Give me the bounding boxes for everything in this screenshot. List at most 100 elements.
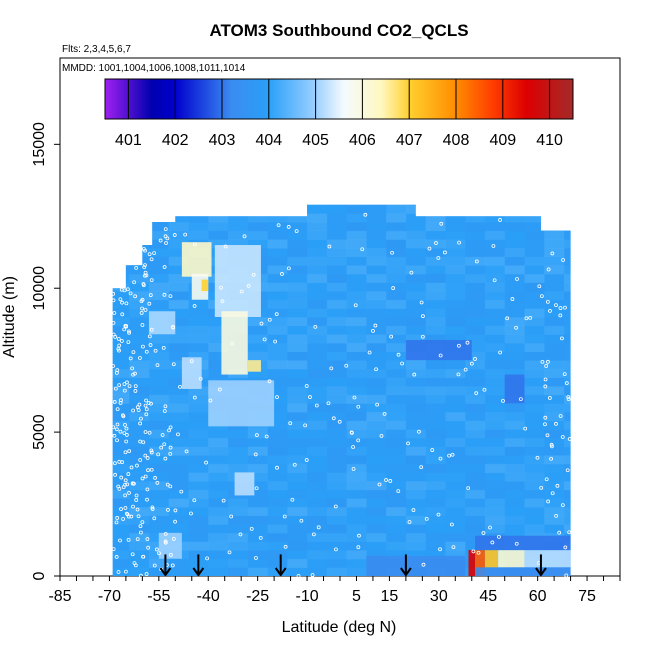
measurement-point: [566, 397, 571, 402]
heatmap-cell: [326, 437, 348, 447]
heatmap-cell: [386, 532, 407, 542]
measurement-point: [267, 317, 272, 322]
heatmap-cell: [465, 213, 486, 223]
heatmap-cell: [129, 325, 150, 335]
heatmap-cell: [168, 247, 189, 258]
heatmap-cell: [366, 317, 387, 327]
measurement-point: [382, 411, 387, 416]
heatmap-cell: [465, 299, 486, 309]
measurement-point: [134, 498, 139, 502]
heatmap-cell: [386, 222, 407, 232]
heatmap-cell: [425, 463, 446, 473]
measurement-point: [143, 430, 148, 434]
heatmap-cell: [326, 273, 348, 283]
heatmap-cell: [465, 230, 486, 240]
heatmap-cell: [366, 403, 387, 413]
heatmap-cell: [188, 472, 209, 482]
measurement-point: [153, 348, 158, 353]
heatmap-cell: [112, 368, 130, 378]
heatmap-cell: [366, 420, 387, 430]
heatmap-cell: [307, 446, 328, 456]
measurement-point: [143, 474, 148, 479]
heatmap-cell: [386, 265, 407, 275]
measurement-point: [377, 482, 382, 487]
heatmap-cell: [168, 411, 189, 422]
heatmap-cell: [544, 411, 565, 422]
heatmap-cell: [425, 498, 446, 508]
heatmap-cell: [188, 541, 209, 551]
measurement-point: [129, 465, 134, 470]
heatmap-cell: [564, 506, 571, 517]
measurement-point: [476, 550, 481, 555]
heatmap-cell: [168, 506, 189, 517]
measurement-point: [114, 520, 119, 525]
measurement-point: [117, 343, 122, 348]
heatmap-cell: [524, 334, 545, 344]
heatmap-cell: [307, 541, 328, 551]
measurement-point: [163, 456, 168, 461]
heatmap-cell: [425, 515, 446, 525]
heatmap-cell: [564, 472, 571, 482]
y-tick-label: 15000: [31, 122, 48, 167]
measurement-point: [125, 512, 130, 517]
heatmap-cell: [148, 368, 170, 378]
heatmap-cell: [247, 455, 269, 465]
heatmap-cell: [405, 550, 427, 560]
heatmap-cell: [208, 532, 229, 542]
measurement-point: [242, 234, 247, 239]
heatmap-cell: [504, 308, 525, 318]
heatmap-cell: [267, 558, 288, 568]
heatmap-cell: [208, 472, 229, 482]
heatmap-cell: [287, 498, 308, 508]
heatmap-cell: [445, 222, 466, 232]
measurement-point: [351, 467, 356, 471]
heatmap-cell: [484, 334, 506, 344]
heatmap-cell: [307, 567, 328, 577]
heatmap-cell: [287, 291, 308, 301]
heatmap-cell: [168, 481, 189, 491]
measurement-point: [150, 505, 155, 510]
measurement-point: [123, 422, 127, 427]
heatmap-cell: [445, 429, 466, 439]
heatmap-cell: [247, 222, 269, 232]
measurement-point: [436, 512, 441, 517]
measurement-point: [547, 396, 552, 400]
heatmap-cell: [326, 291, 348, 301]
heatmap-cell: [445, 472, 466, 482]
x-tick-label: 75: [578, 588, 596, 605]
heatmap-cell: [188, 515, 209, 525]
heatmap-cell: [405, 213, 427, 223]
heatmap-cell: [544, 463, 565, 473]
heatmap-cell: [484, 351, 506, 361]
heatmap-cell: [445, 291, 466, 301]
heatmap-cell: [326, 282, 348, 292]
measurement-point: [149, 401, 153, 406]
measurement-point: [550, 444, 554, 449]
heatmap-cell: [564, 515, 571, 525]
heatmap-cell: [188, 230, 209, 240]
heatmap-cell: [346, 429, 367, 439]
measurement-point: [140, 476, 145, 481]
measurement-point: [138, 573, 143, 578]
heatmap-cell: [564, 455, 571, 465]
measurement-point: [145, 537, 150, 541]
measurement-point: [391, 286, 396, 290]
measurement-point: [133, 389, 138, 393]
heatmap-cell: [208, 489, 229, 499]
heatmap-cell: [129, 558, 150, 568]
measurement-point: [311, 532, 316, 537]
measurement-point: [183, 232, 188, 237]
measurement-point: [223, 244, 228, 249]
heatmap-cell: [386, 411, 407, 422]
measurement-point: [198, 376, 203, 381]
heatmap-cell: [112, 204, 130, 206]
heatmap-cell: [386, 498, 407, 508]
heatmap-cell: [504, 256, 525, 266]
x-tick-label: -55: [147, 588, 170, 605]
heatmap-cell: [307, 188, 327, 197]
measurement-point: [176, 432, 180, 437]
heatmap-cell: [267, 541, 288, 551]
measurement-point: [221, 498, 226, 503]
measurement-point: [111, 547, 116, 551]
heatmap-cell: [366, 334, 387, 344]
